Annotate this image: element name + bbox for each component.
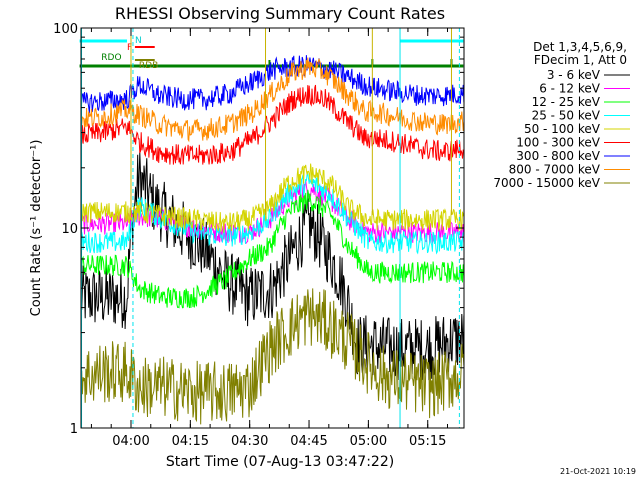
y-tick-label: 1 [70, 422, 78, 437]
legend-label: 100 - 300 keV [516, 136, 600, 150]
flag-label-f: F [127, 43, 132, 53]
x-tick-label: 04:15 [172, 434, 209, 449]
footer-timestamp: 21-Oct-2021 10:19 [560, 467, 636, 476]
axes: 1 10 100 04:00 04:15 04:30 04:45 05:00 05:15 [53, 22, 464, 449]
legend-label: 3 - 6 keV [547, 68, 601, 82]
x-tick-label: 04:30 [231, 434, 268, 449]
legend-header: Det 1,3,4,5,6,9, [533, 40, 627, 54]
y-axis-label: Count Rate (s⁻¹ detector⁻¹) [29, 140, 44, 317]
flag-label-rdb: RDB [139, 61, 158, 71]
x-tick-label: 04:00 [112, 434, 149, 449]
legend-header: FDecim 1, Att 0 [534, 53, 627, 67]
legend-label: 800 - 7000 keV [509, 163, 601, 177]
legend-label: 7000 - 15000 keV [493, 176, 600, 190]
y-tick-label: 10 [61, 222, 78, 237]
legend-label: 50 - 100 keV [524, 122, 601, 136]
chart-title: RHESSI Observing Summary Count Rates [115, 4, 445, 23]
x-tick-label: 05:15 [409, 434, 446, 449]
legend-label: 6 - 12 keV [539, 82, 601, 96]
flag-label-rdo: RDO [101, 53, 121, 63]
x-axis-label: Start Time (07-Aug-13 03:47:22) [166, 454, 394, 470]
legend-label: 25 - 50 keV [532, 109, 601, 123]
legend-label: 12 - 25 keV [532, 95, 601, 109]
flag-label-n: N [135, 36, 142, 46]
x-tick-label: 05:00 [350, 434, 387, 449]
legend-label: 300 - 800 keV [516, 149, 600, 163]
legend: Det 1,3,4,5,6,9,FDecim 1, Att 03 - 6 keV… [493, 40, 630, 190]
x-tick-label: 04:45 [290, 434, 327, 449]
y-tick-label: 100 [53, 22, 78, 37]
series-group [80, 28, 465, 428]
